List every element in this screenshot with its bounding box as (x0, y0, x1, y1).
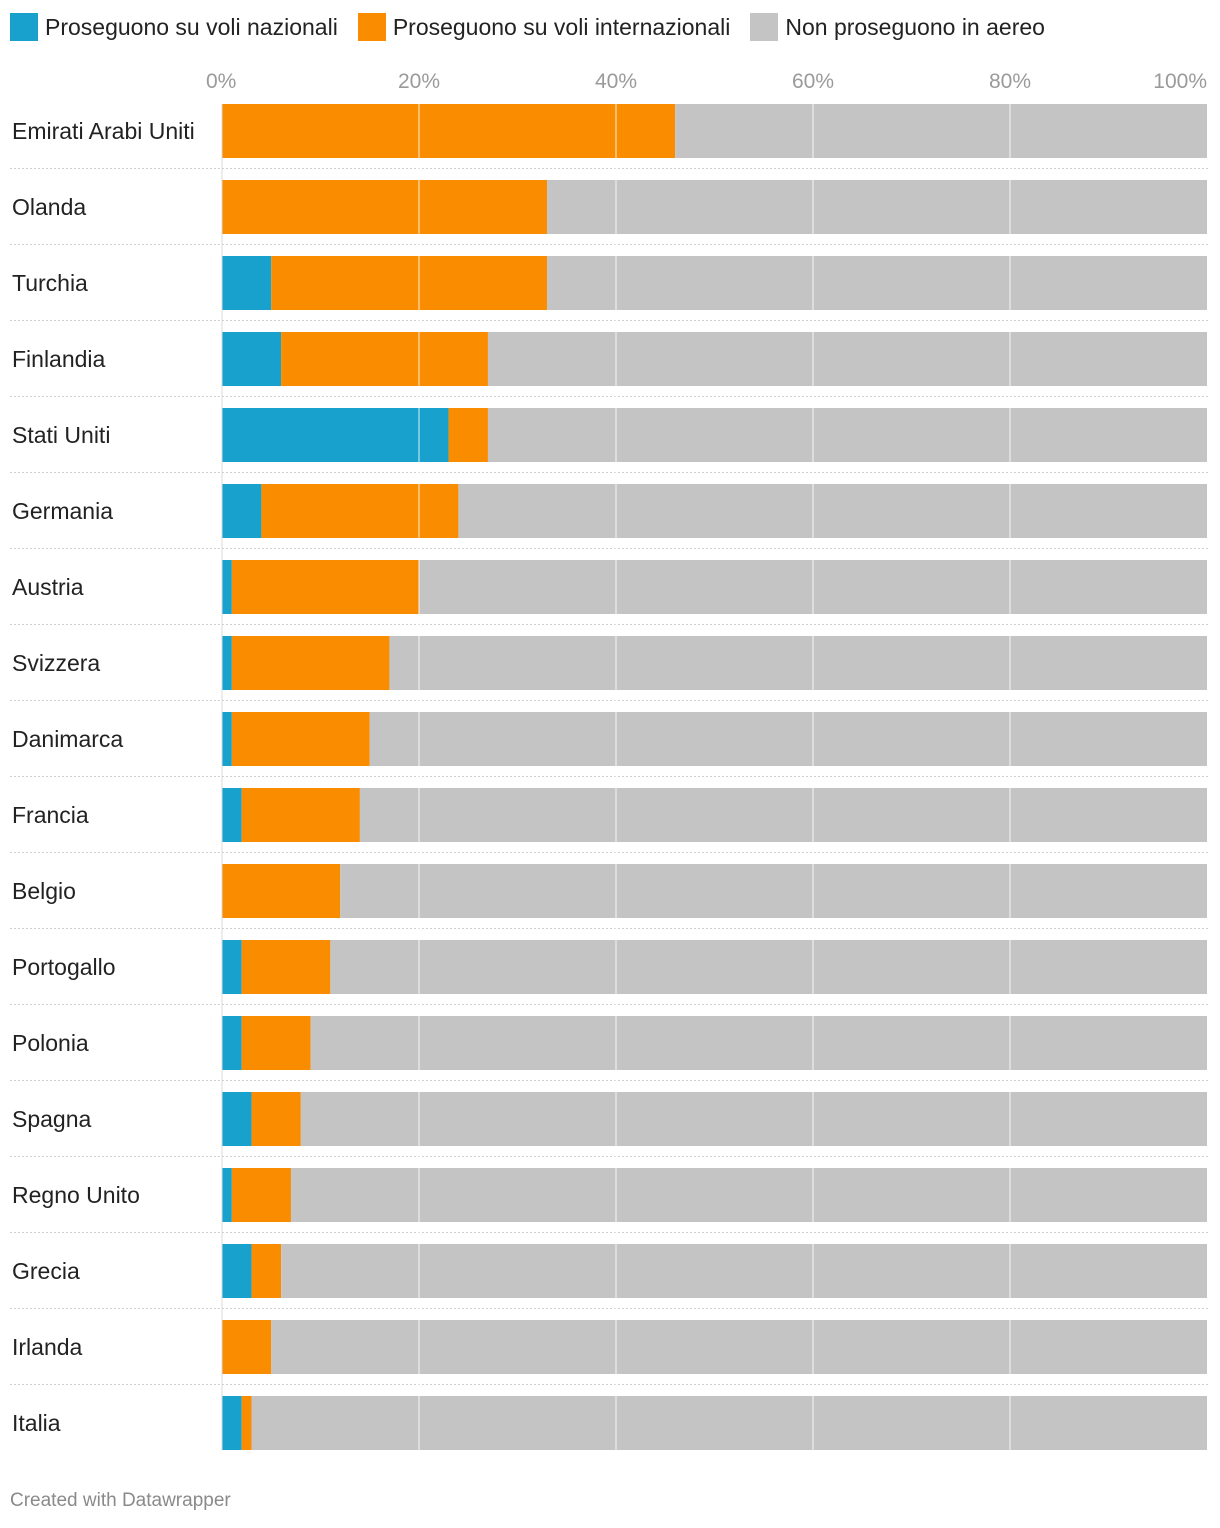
bar-segment (675, 104, 1207, 158)
category-label: Turchia (12, 270, 88, 296)
bar-segment (251, 1396, 1208, 1450)
chart: Emirati Arabi Uniti Olanda Turchia Finlandi… (10, 70, 1208, 1450)
bar-segment (251, 1244, 282, 1298)
bar-segment (222, 1244, 252, 1298)
bar-segment (222, 940, 242, 994)
bar-segment (222, 712, 232, 766)
bar-segment (271, 256, 548, 310)
bar-segment (222, 560, 232, 614)
category-label: Austria (12, 574, 84, 600)
bar-segment (222, 180, 548, 234)
legend-label: Proseguono su voli nazionali (45, 13, 338, 40)
bar-segment (261, 484, 459, 538)
category-label: Polonia (12, 1030, 89, 1056)
footer-credit: Created with Datawrapper (10, 1490, 231, 1511)
x-tick-label: 100% (1153, 70, 1207, 93)
bar-segment (290, 1168, 1207, 1222)
bar-segment (241, 1016, 311, 1070)
bar-segment (281, 332, 488, 386)
bar-segment (251, 1092, 301, 1146)
bar-segment (222, 1092, 252, 1146)
legend-swatch (750, 13, 779, 41)
bar-segment (222, 104, 676, 158)
category-label: Spagna (12, 1106, 92, 1132)
bar-segment (231, 712, 370, 766)
category-label: Svizzera (12, 650, 100, 676)
bar-segment (222, 1320, 272, 1374)
legend: Proseguono su voli nazionali Proseguono s… (10, 12, 1065, 42)
bar-segment (222, 1168, 232, 1222)
bar-segment (330, 940, 1208, 994)
category-label: Francia (12, 802, 89, 828)
category-label: Regno Unito (12, 1182, 140, 1208)
bar-segment (222, 864, 341, 918)
x-tick-label: 0% (206, 70, 236, 93)
bar-segment (340, 864, 1207, 918)
bar-segment (241, 940, 331, 994)
bar-segment (547, 256, 1207, 310)
category-label: Germania (12, 498, 113, 524)
bar-segment (241, 1396, 252, 1450)
bar-segment (359, 788, 1207, 842)
x-tick-label: 40% (595, 70, 637, 93)
category-label: Olanda (12, 194, 86, 220)
bar-segment (222, 636, 232, 690)
bar-segment (231, 560, 419, 614)
bar-segment (547, 180, 1207, 234)
category-label: Emirati Arabi Uniti (12, 118, 195, 144)
bar-segment (458, 484, 1207, 538)
legend-label: Non proseguono in aereo (785, 13, 1045, 40)
bar-segment (241, 788, 360, 842)
x-tick-label: 20% (398, 70, 440, 93)
bar-segment (389, 636, 1207, 690)
bar-segment (231, 636, 390, 690)
x-tick-label: 60% (792, 70, 834, 93)
category-label: Irlanda (12, 1334, 83, 1360)
bar-segment (222, 408, 449, 462)
category-label: Grecia (12, 1258, 80, 1284)
bar-segment (222, 332, 282, 386)
category-label: Stati Uniti (12, 422, 110, 448)
bar-segment (222, 788, 242, 842)
category-label: Portogallo (12, 954, 116, 980)
bar-segment (487, 332, 1207, 386)
legend-label: Proseguono su voli internazionali (392, 13, 731, 40)
category-label: Danimarca (12, 726, 123, 752)
bar-segment (369, 712, 1207, 766)
bar-segment (222, 484, 262, 538)
bar-segment (487, 408, 1207, 462)
x-tick-label: 80% (989, 70, 1031, 93)
category-label: Finlandia (12, 346, 106, 372)
legend-item: Proseguono su voli nazionali (10, 13, 338, 41)
legend-item: Non proseguono in aereo (750, 13, 1045, 41)
bar-segment (271, 1320, 1207, 1374)
legend-swatch (357, 13, 386, 41)
bar-segment (231, 1168, 291, 1222)
category-label: Belgio (12, 878, 76, 904)
bar-segment (222, 1396, 242, 1450)
bar-segment (310, 1016, 1207, 1070)
bar-segment (300, 1092, 1207, 1146)
bar-segment (222, 1016, 242, 1070)
legend-swatch (10, 13, 38, 41)
bar-segment (222, 256, 272, 310)
bar-segment (281, 1244, 1208, 1298)
bar-segment (448, 408, 488, 462)
legend-item: Proseguono su voli internazionali (357, 13, 731, 41)
category-label: Italia (12, 1410, 61, 1436)
